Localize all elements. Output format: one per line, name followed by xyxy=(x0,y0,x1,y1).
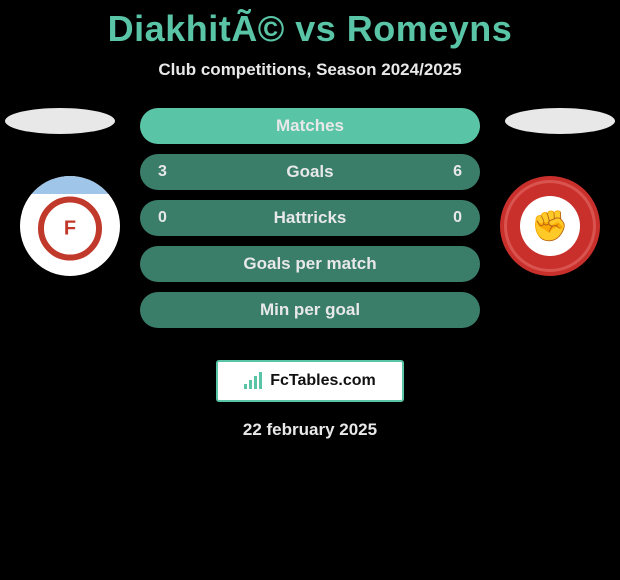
stat-val-right: 6 xyxy=(442,163,462,181)
comparison-area: F ✊ Matches 3 Goals 6 0 Hattricks 0 Goal… xyxy=(0,108,620,338)
stat-label: Hattricks xyxy=(178,208,442,228)
brand-label: FcTables.com xyxy=(270,372,376,390)
stat-label: Goals per match xyxy=(243,254,376,274)
team-badge-right: ✊ xyxy=(500,176,600,276)
stat-row-mpg: Min per goal xyxy=(140,292,480,328)
badge-left-letters: F xyxy=(38,197,102,261)
stat-header-label: Matches xyxy=(158,116,462,136)
brand-box[interactable]: FcTables.com xyxy=(216,360,404,402)
stat-val-left: 0 xyxy=(158,209,178,227)
stat-label: Goals xyxy=(178,162,442,182)
stat-header: Matches xyxy=(140,108,480,144)
stat-val-left: 3 xyxy=(158,163,178,181)
stat-row-hattricks: 0 Hattricks 0 xyxy=(140,200,480,236)
ellipse-left xyxy=(5,108,115,134)
stat-row-goals: 3 Goals 6 xyxy=(140,154,480,190)
stat-row-gpm: Goals per match xyxy=(140,246,480,282)
stat-label: Min per goal xyxy=(260,300,360,320)
footer: FcTables.com xyxy=(0,360,620,402)
stat-val-right: 0 xyxy=(442,209,462,227)
team-badge-left: F xyxy=(20,176,120,276)
ellipse-right xyxy=(505,108,615,134)
bars-icon xyxy=(244,373,264,389)
subtitle: Club competitions, Season 2024/2025 xyxy=(0,60,620,80)
stats-table: Matches 3 Goals 6 0 Hattricks 0 Goals pe… xyxy=(140,108,480,338)
date-label: 22 february 2025 xyxy=(0,420,620,440)
page-title: DiakhitÃ© vs Romeyns xyxy=(0,0,620,50)
